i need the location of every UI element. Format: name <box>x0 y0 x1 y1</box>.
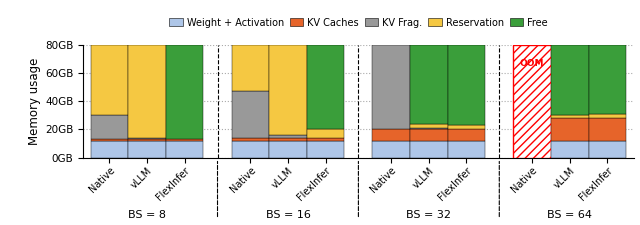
Bar <box>307 129 344 138</box>
Bar <box>128 45 166 138</box>
Bar <box>589 45 626 114</box>
Bar <box>372 129 410 141</box>
Bar <box>410 124 447 128</box>
Bar <box>410 128 447 129</box>
Text: OOM: OOM <box>520 58 545 68</box>
Bar <box>91 139 128 141</box>
Bar <box>232 141 269 158</box>
Bar <box>410 129 447 141</box>
Bar <box>307 45 344 129</box>
Bar <box>447 125 485 129</box>
Bar <box>551 141 589 158</box>
Bar <box>269 141 307 158</box>
Bar <box>269 138 307 141</box>
Bar <box>589 114 626 118</box>
Bar <box>447 45 485 125</box>
Text: BS = 32: BS = 32 <box>406 210 451 220</box>
Bar <box>232 45 269 91</box>
Bar <box>372 45 410 129</box>
Bar <box>166 45 204 139</box>
Bar <box>232 138 269 141</box>
Bar <box>91 115 128 139</box>
Bar <box>166 141 204 158</box>
Bar <box>513 45 551 158</box>
Bar <box>589 141 626 158</box>
Bar <box>128 139 166 141</box>
Bar <box>551 45 589 115</box>
Bar <box>269 45 307 135</box>
Bar <box>589 118 626 141</box>
Legend: Weight + Activation, KV Caches, KV Frag., Reservation, Free: Weight + Activation, KV Caches, KV Frag.… <box>165 14 552 32</box>
Bar <box>166 139 204 141</box>
Bar <box>513 45 551 158</box>
Bar <box>551 115 589 118</box>
Text: BS = 16: BS = 16 <box>266 210 310 220</box>
Text: BS = 8: BS = 8 <box>128 210 166 220</box>
Bar <box>372 141 410 158</box>
Bar <box>269 135 307 138</box>
Text: BS = 64: BS = 64 <box>547 210 592 220</box>
Bar <box>91 45 128 115</box>
Bar <box>551 118 589 141</box>
Bar <box>307 138 344 141</box>
Bar <box>410 141 447 158</box>
Bar <box>447 129 485 141</box>
Bar <box>91 141 128 158</box>
Y-axis label: Memory usage: Memory usage <box>28 58 41 145</box>
Bar <box>232 91 269 138</box>
Bar <box>128 141 166 158</box>
Bar <box>307 141 344 158</box>
Bar <box>447 141 485 158</box>
Bar <box>410 45 447 124</box>
Bar <box>128 138 166 139</box>
